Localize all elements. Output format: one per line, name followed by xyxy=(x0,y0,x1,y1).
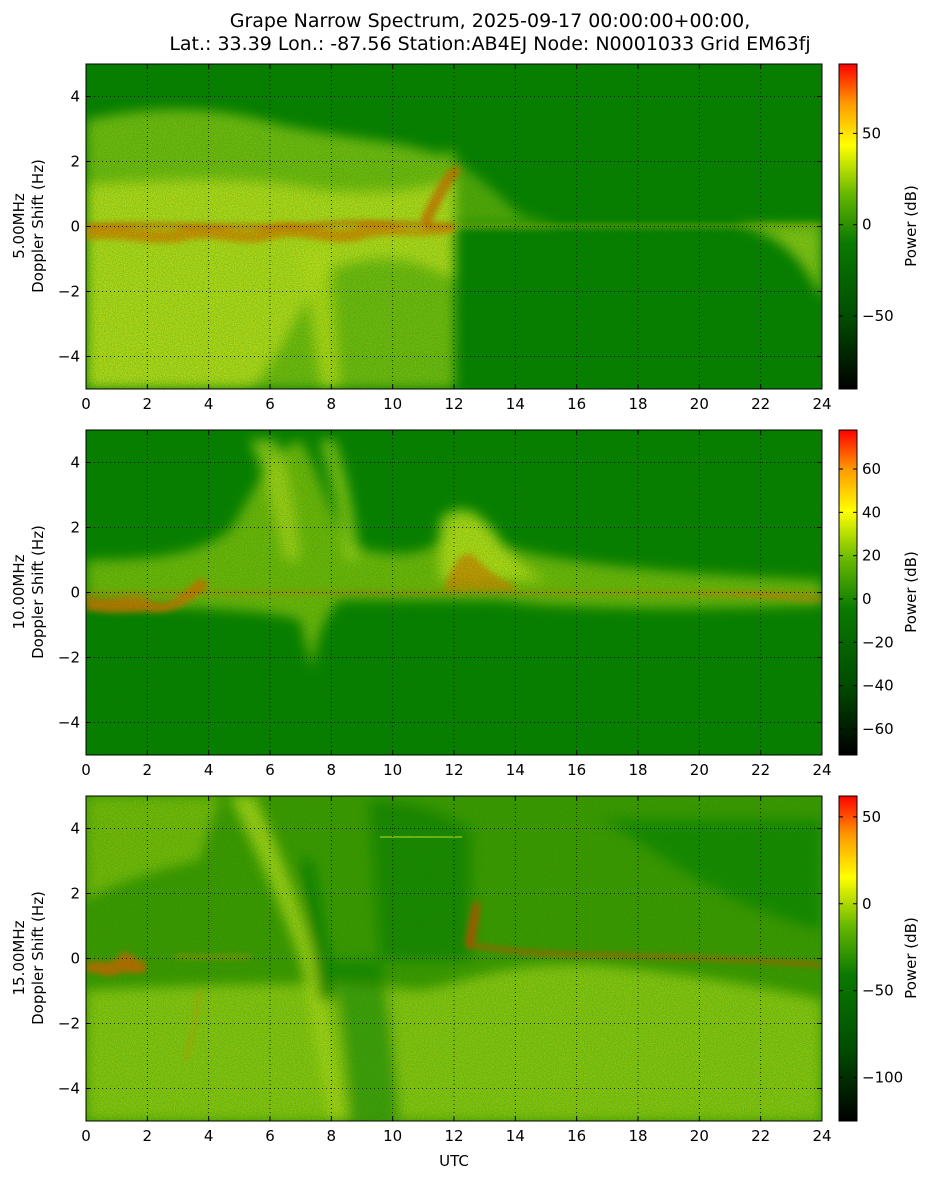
colorbar-tick-label: −20 xyxy=(862,633,894,651)
colorbar-5mhz xyxy=(838,63,858,390)
y-tick-label: 4 xyxy=(70,88,80,106)
colorbar-tick-label: −60 xyxy=(862,720,894,738)
x-tick-label: 12 xyxy=(444,761,463,779)
ylabel-10mhz-line2: Doppler Shift (Hz) xyxy=(29,525,47,659)
x-tick-label: 6 xyxy=(265,761,275,779)
grid-15mhz xyxy=(86,796,822,1121)
y-tick-label: 0 xyxy=(70,584,80,602)
x-tick-label: 20 xyxy=(690,1127,709,1145)
spectrogram-10mhz xyxy=(86,430,822,755)
x-tick-label: 20 xyxy=(690,395,709,413)
x-tick-label: 2 xyxy=(143,761,153,779)
x-tick-label: 2 xyxy=(143,395,153,413)
y-tick-label: −2 xyxy=(58,283,80,301)
colorbar-label-10mhz: Power (dB) xyxy=(902,551,920,633)
colorbar-15mhz xyxy=(838,795,858,1122)
ylabel-5mhz-line1: 5.00MHz xyxy=(10,193,28,259)
x-tick-label: 6 xyxy=(265,1127,275,1145)
colorbar-tick-label: 50 xyxy=(862,124,881,142)
colorbar-tick-label: −50 xyxy=(862,307,894,325)
y-tick-label: 2 xyxy=(70,153,80,171)
y-tick-label: 0 xyxy=(70,218,80,236)
x-tick-label: 8 xyxy=(327,1127,337,1145)
figure-title-line2: Lat.: 33.39 Lon.: -87.56 Station:AB4EJ N… xyxy=(169,33,810,55)
x-tick-label: 4 xyxy=(204,761,214,779)
colorbar-tick-label: −100 xyxy=(862,1069,903,1087)
y-tick-label: 4 xyxy=(70,820,80,838)
colorbar-tick-label: 60 xyxy=(862,460,881,478)
x-tick-label: 22 xyxy=(751,395,770,413)
colorbar-tick-label: −40 xyxy=(862,677,894,695)
ylabel-5mhz-line2: Doppler Shift (Hz) xyxy=(29,159,47,293)
x-tick-label: 24 xyxy=(812,1127,831,1145)
y-tick-label: −4 xyxy=(58,714,80,732)
colorbar-tick-label: 50 xyxy=(862,808,881,826)
figure-title-line1: Grape Narrow Spectrum, 2025-09-17 00:00:… xyxy=(230,10,751,32)
y-tick-label: −4 xyxy=(58,1080,80,1098)
ylabel-15mhz-line1: 15.00MHz xyxy=(10,920,28,995)
y-tick-label: −2 xyxy=(58,1015,80,1033)
y-tick-label: 2 xyxy=(70,885,80,903)
ylabel-10mhz-line1: 10.00MHz xyxy=(10,554,28,629)
x-tick-label: 14 xyxy=(506,761,525,779)
x-tick-label: 0 xyxy=(81,761,91,779)
colorbar-tick-label: 40 xyxy=(862,503,881,521)
x-tick-label: 16 xyxy=(567,1127,586,1145)
colorbar-label-5mhz: Power (dB) xyxy=(902,185,920,267)
spectrogram-15mhz xyxy=(86,796,822,1121)
x-tick-label: 14 xyxy=(506,1127,525,1145)
x-tick-label: 16 xyxy=(567,395,586,413)
y-tick-label: 2 xyxy=(70,519,80,537)
x-tick-label: 8 xyxy=(327,395,337,413)
x-tick-label: 6 xyxy=(265,395,275,413)
x-tick-label: 8 xyxy=(327,761,337,779)
colorbar-tick-label: −50 xyxy=(862,982,894,1000)
x-tick-label: 4 xyxy=(204,395,214,413)
grid-5mhz xyxy=(86,64,822,389)
y-tick-label: 0 xyxy=(70,950,80,968)
x-tick-label: 10 xyxy=(383,395,402,413)
x-tick-label: 10 xyxy=(383,761,402,779)
x-tick-label: 12 xyxy=(444,1127,463,1145)
grid-10mhz xyxy=(86,430,822,755)
x-tick-label: 24 xyxy=(812,395,831,413)
x-tick-label: 18 xyxy=(628,761,647,779)
x-tick-label: 22 xyxy=(751,1127,770,1145)
colorbar-tick-label: 0 xyxy=(862,895,872,913)
colorbar-tick-label: 0 xyxy=(862,590,872,608)
ylabel-15mhz-line2: Doppler Shift (Hz) xyxy=(29,891,47,1025)
y-tick-label: −2 xyxy=(58,649,80,667)
y-tick-label: 4 xyxy=(70,454,80,472)
y-tick-label: −4 xyxy=(58,348,80,366)
x-axis-label: UTC xyxy=(439,1152,469,1170)
colorbar-tick-label: 0 xyxy=(862,216,872,234)
x-tick-label: 18 xyxy=(628,395,647,413)
x-tick-label: 16 xyxy=(567,761,586,779)
x-tick-label: 24 xyxy=(812,761,831,779)
x-tick-label: 18 xyxy=(628,1127,647,1145)
x-tick-label: 20 xyxy=(690,761,709,779)
colorbar-tick-label: 20 xyxy=(862,547,881,565)
x-tick-label: 0 xyxy=(81,1127,91,1145)
colorbar-label-15mhz: Power (dB) xyxy=(902,917,920,999)
x-tick-label: 12 xyxy=(444,395,463,413)
x-tick-label: 22 xyxy=(751,761,770,779)
x-tick-label: 2 xyxy=(143,1127,153,1145)
spectrogram-5mhz xyxy=(86,64,822,389)
x-tick-label: 0 xyxy=(81,395,91,413)
x-tick-label: 4 xyxy=(204,1127,214,1145)
colorbar-10mhz xyxy=(838,429,858,756)
x-tick-label: 10 xyxy=(383,1127,402,1145)
x-tick-label: 14 xyxy=(506,395,525,413)
